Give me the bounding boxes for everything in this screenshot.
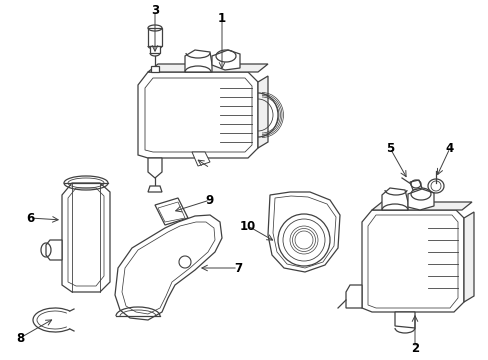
Polygon shape <box>212 50 240 70</box>
Polygon shape <box>367 215 457 308</box>
Polygon shape <box>62 183 110 292</box>
Polygon shape <box>394 312 414 328</box>
Polygon shape <box>463 212 473 302</box>
Polygon shape <box>184 50 212 72</box>
Polygon shape <box>138 72 258 158</box>
Text: 3: 3 <box>151 4 159 17</box>
Polygon shape <box>46 240 62 260</box>
Polygon shape <box>381 188 407 210</box>
Polygon shape <box>192 152 209 166</box>
Polygon shape <box>148 64 267 72</box>
Polygon shape <box>258 76 267 148</box>
Polygon shape <box>267 192 339 272</box>
Polygon shape <box>122 222 215 314</box>
Polygon shape <box>148 158 162 178</box>
Polygon shape <box>150 46 160 53</box>
Polygon shape <box>68 188 104 286</box>
Text: 6: 6 <box>26 212 34 225</box>
Text: 1: 1 <box>218 12 225 24</box>
Polygon shape <box>148 186 162 192</box>
Polygon shape <box>148 28 162 46</box>
Text: 10: 10 <box>240 220 256 233</box>
Polygon shape <box>407 189 433 210</box>
Polygon shape <box>272 196 335 268</box>
Polygon shape <box>346 285 361 308</box>
Polygon shape <box>115 215 222 320</box>
Polygon shape <box>155 198 187 225</box>
Polygon shape <box>409 180 421 190</box>
Text: 2: 2 <box>410 342 418 355</box>
Text: 7: 7 <box>233 261 242 274</box>
Text: 8: 8 <box>16 332 24 345</box>
Polygon shape <box>151 66 159 72</box>
Polygon shape <box>361 210 463 312</box>
Polygon shape <box>158 202 184 222</box>
Text: 5: 5 <box>385 141 393 154</box>
Polygon shape <box>371 202 471 210</box>
Text: 9: 9 <box>205 194 214 207</box>
Polygon shape <box>145 78 251 152</box>
Text: 4: 4 <box>445 141 453 154</box>
